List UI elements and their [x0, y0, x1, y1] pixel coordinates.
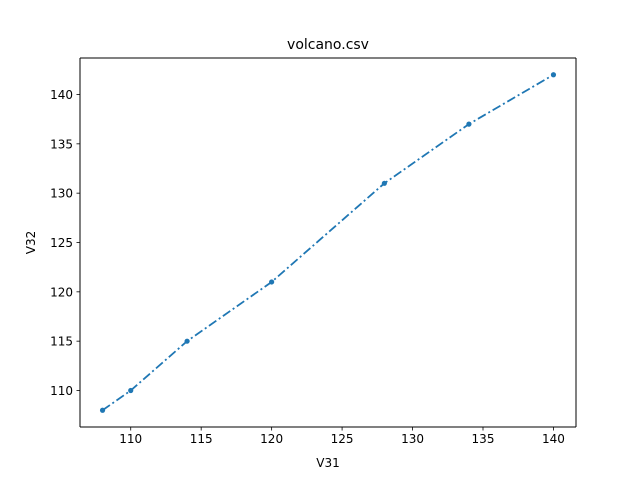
x-tick-label: 125: [331, 432, 354, 446]
data-point: [128, 387, 134, 394]
data-point: [269, 279, 275, 285]
series-layer: [99, 72, 557, 413]
x-tick-label: 115: [190, 432, 213, 446]
y-tick-label: 130: [50, 187, 73, 201]
y-tick-label: 115: [50, 335, 73, 349]
y-tick-label: 140: [50, 88, 73, 102]
data-point: [99, 407, 106, 413]
x-tick-label: 140: [542, 432, 565, 446]
data-point: [381, 180, 387, 186]
data-point: [184, 338, 190, 344]
plot-area: [80, 58, 576, 427]
y-tick-label: 120: [50, 285, 73, 299]
x-axis-label: V31: [316, 456, 339, 470]
x-tick-label: 120: [260, 432, 283, 446]
data-point: [550, 72, 557, 78]
x-tick-label: 110: [119, 432, 142, 446]
data-point: [466, 121, 472, 127]
y-tick-label: 135: [50, 137, 73, 151]
x-tick-label: 135: [472, 432, 495, 446]
x-tick-label: 130: [401, 432, 424, 446]
x-axis-ticks: 110 115 120 125 130 135 140: [119, 427, 565, 446]
chart-title: volcano.csv: [287, 37, 369, 53]
y-axis-label: V32: [24, 231, 38, 254]
y-axis-ticks: 110 115 120 125 130 135 140: [50, 88, 80, 398]
y-tick-label: 125: [50, 236, 73, 250]
y-tick-label: 110: [50, 384, 73, 398]
